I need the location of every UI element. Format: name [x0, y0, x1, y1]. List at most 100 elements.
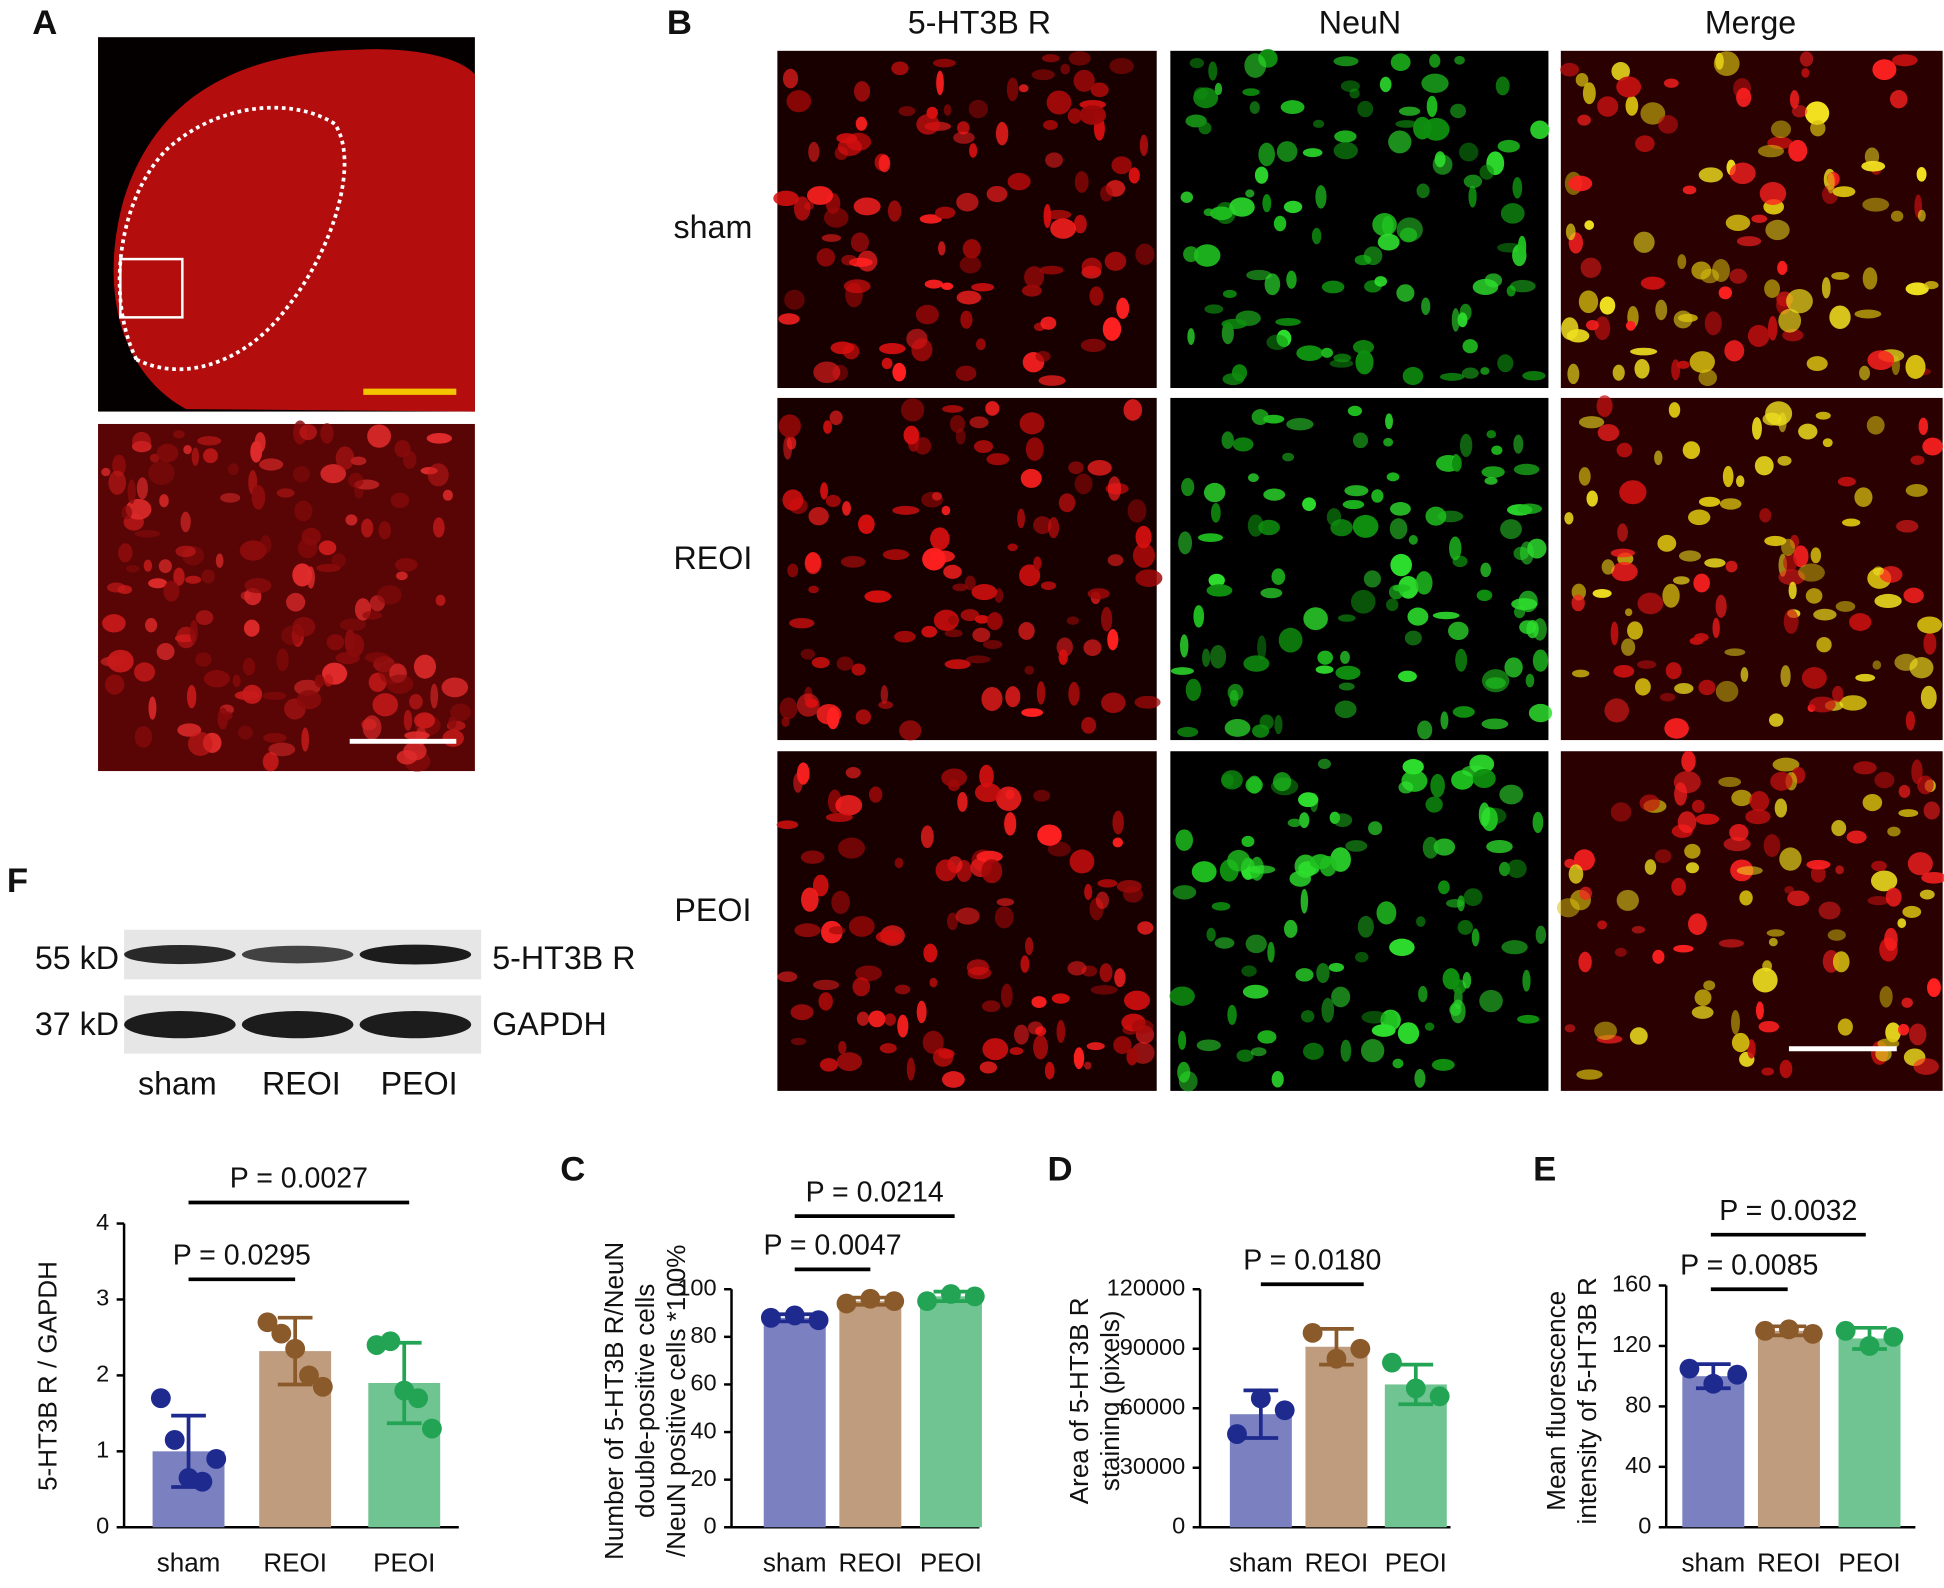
cell	[880, 685, 889, 705]
cell	[1765, 219, 1790, 241]
cell	[1185, 678, 1202, 702]
cell	[1300, 888, 1309, 914]
cell	[1180, 634, 1189, 658]
cell	[1250, 1047, 1267, 1057]
cell	[1655, 299, 1668, 321]
cell	[1463, 888, 1483, 907]
cell	[947, 615, 958, 626]
cell	[1501, 940, 1528, 955]
cell	[377, 585, 402, 605]
cell	[1342, 499, 1365, 510]
cell	[156, 443, 179, 463]
cell	[263, 733, 287, 743]
cell	[1631, 926, 1646, 934]
cell	[818, 992, 833, 1011]
cell	[1783, 554, 1798, 572]
data-point	[1779, 1319, 1799, 1340]
cell	[259, 535, 272, 555]
cell	[1486, 839, 1513, 854]
cell	[955, 907, 980, 925]
cell	[1804, 101, 1830, 125]
cell	[985, 401, 1000, 416]
cell	[881, 357, 893, 370]
cell	[1095, 891, 1109, 910]
cell	[1652, 949, 1665, 964]
cell	[1178, 1030, 1187, 1050]
cell	[1396, 284, 1415, 302]
data-point	[257, 1312, 278, 1333]
cell	[1677, 254, 1687, 270]
cell	[262, 752, 279, 772]
cell	[1694, 632, 1709, 642]
cell	[432, 517, 445, 538]
cell	[1135, 569, 1163, 587]
cell	[145, 617, 158, 633]
cell	[994, 906, 1014, 929]
cell	[1236, 1049, 1254, 1062]
cell	[1123, 399, 1143, 421]
cell	[1439, 372, 1465, 381]
cell	[965, 655, 991, 664]
cell	[1035, 350, 1051, 362]
cell	[175, 545, 196, 558]
cell	[1058, 649, 1068, 665]
cell	[148, 696, 157, 720]
cell	[1111, 156, 1132, 175]
cell	[1677, 811, 1697, 834]
cell	[856, 1011, 870, 1026]
cell	[1832, 685, 1844, 703]
cell	[941, 282, 954, 290]
cell	[1831, 820, 1847, 837]
cell	[1027, 1021, 1044, 1035]
cell	[1431, 1058, 1455, 1071]
y-tick-label: 4	[96, 1209, 109, 1235]
cell	[1047, 841, 1071, 857]
data-point	[312, 1376, 333, 1397]
cell	[1267, 941, 1275, 963]
cell	[1067, 961, 1087, 976]
cell	[1455, 648, 1468, 672]
cell	[1704, 558, 1726, 568]
y-tick-label: 2	[96, 1361, 109, 1387]
cell	[1033, 1034, 1048, 1060]
data-point	[1350, 1338, 1371, 1359]
y-axis-label: Area of 5-HT3B R	[1064, 1297, 1094, 1504]
y-tick-label: 30000	[1120, 1453, 1185, 1479]
cell	[1586, 319, 1599, 331]
data-point	[884, 1291, 905, 1312]
cell	[852, 977, 871, 997]
cell	[320, 464, 346, 484]
cell	[1407, 607, 1429, 626]
cell	[831, 890, 850, 914]
cell	[1703, 980, 1716, 991]
y-tick-label: 0	[1638, 1512, 1651, 1538]
cell	[1798, 423, 1818, 440]
cell	[1416, 183, 1430, 199]
cell	[1698, 496, 1721, 507]
cell	[982, 1038, 1009, 1061]
cell	[331, 553, 346, 568]
cell	[1454, 55, 1465, 65]
cell	[1206, 927, 1216, 942]
cell	[1352, 340, 1375, 354]
cell	[1340, 1039, 1352, 1062]
cell	[1295, 968, 1314, 982]
cell	[1191, 861, 1217, 883]
cell	[1913, 1058, 1939, 1075]
cell	[1317, 758, 1332, 769]
cell	[1084, 883, 1093, 900]
cell	[1614, 947, 1627, 957]
cell	[1073, 69, 1095, 92]
cell	[1749, 791, 1770, 812]
cell	[783, 436, 793, 460]
cell	[1923, 632, 1937, 655]
cell	[1429, 53, 1441, 68]
cell	[326, 634, 345, 651]
cell	[1271, 568, 1286, 585]
cell	[1286, 270, 1297, 289]
cell	[1927, 978, 1941, 998]
cell	[117, 585, 133, 595]
cell	[1725, 214, 1751, 231]
cell	[1809, 696, 1836, 713]
cell	[1127, 499, 1147, 523]
